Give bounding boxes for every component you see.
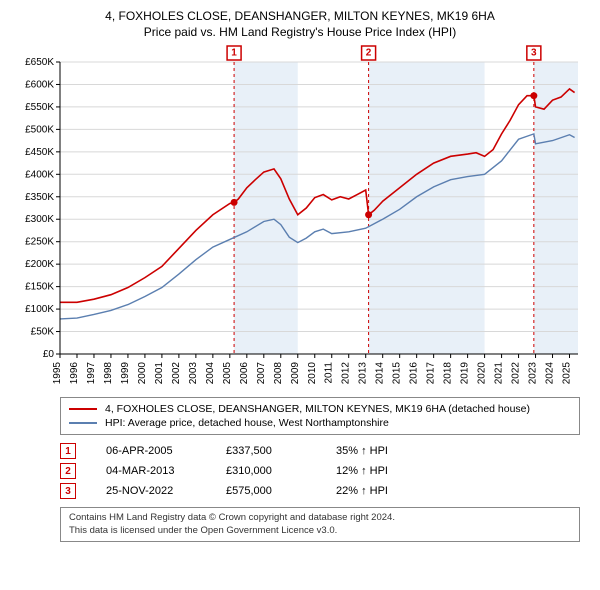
svg-text:2006: 2006 (239, 362, 250, 385)
svg-text:2001: 2001 (154, 362, 165, 385)
svg-text:2010: 2010 (307, 362, 318, 385)
title-subtitle: Price paid vs. HM Land Registry's House … (12, 24, 588, 40)
svg-text:£50K: £50K (31, 327, 55, 338)
svg-text:2: 2 (366, 48, 372, 59)
marker-row: 2 04-MAR-2013 £310,000 12% ↑ HPI (60, 461, 588, 481)
svg-text:£250K: £250K (25, 237, 54, 248)
marker-pct: 22% ↑ HPI (336, 485, 388, 497)
svg-text:2002: 2002 (171, 362, 182, 385)
svg-text:£350K: £350K (25, 192, 54, 203)
svg-text:1998: 1998 (103, 362, 114, 385)
svg-text:2024: 2024 (545, 362, 556, 385)
svg-text:2000: 2000 (137, 362, 148, 385)
legend-label: 4, FOXHOLES CLOSE, DEANSHANGER, MILTON K… (105, 403, 530, 415)
marker-price: £575,000 (226, 485, 306, 497)
svg-text:3: 3 (531, 48, 537, 59)
svg-text:£100K: £100K (25, 304, 54, 315)
svg-text:2021: 2021 (494, 362, 505, 385)
marker-id-box: 1 (60, 443, 76, 459)
marker-price: £310,000 (226, 465, 306, 477)
svg-text:2008: 2008 (273, 362, 284, 385)
attribution: Contains HM Land Registry data © Crown c… (60, 507, 580, 542)
svg-text:2022: 2022 (511, 362, 522, 385)
svg-text:£500K: £500K (25, 125, 54, 136)
svg-text:£150K: £150K (25, 282, 54, 293)
svg-text:2003: 2003 (188, 362, 199, 385)
svg-text:£450K: £450K (25, 147, 54, 158)
legend-item: 4, FOXHOLES CLOSE, DEANSHANGER, MILTON K… (69, 402, 571, 416)
svg-text:£200K: £200K (25, 260, 54, 271)
marker-row: 3 25-NOV-2022 £575,000 22% ↑ HPI (60, 481, 588, 501)
marker-id-box: 3 (60, 483, 76, 499)
svg-text:2023: 2023 (528, 362, 539, 385)
sale-markers: 1 06-APR-2005 £337,500 35% ↑ HPI 2 04-MA… (60, 441, 588, 501)
svg-text:2015: 2015 (392, 362, 403, 385)
svg-text:2017: 2017 (426, 362, 437, 385)
attribution-line: Contains HM Land Registry data © Crown c… (69, 512, 571, 524)
marker-id-box: 2 (60, 463, 76, 479)
svg-text:2013: 2013 (358, 362, 369, 385)
chart-title: 4, FOXHOLES CLOSE, DEANSHANGER, MILTON K… (12, 8, 588, 40)
svg-text:2018: 2018 (443, 362, 454, 385)
svg-text:2025: 2025 (562, 362, 573, 385)
svg-text:2005: 2005 (222, 362, 233, 385)
marker-pct: 12% ↑ HPI (336, 465, 388, 477)
svg-text:2011: 2011 (324, 362, 335, 384)
svg-text:2014: 2014 (375, 362, 386, 385)
svg-text:2016: 2016 (409, 362, 420, 385)
svg-text:2009: 2009 (290, 362, 301, 385)
marker-date: 25-NOV-2022 (106, 485, 196, 497)
attribution-line: This data is licensed under the Open Gov… (69, 525, 571, 537)
legend-item: HPI: Average price, detached house, West… (69, 416, 571, 430)
svg-text:1997: 1997 (86, 362, 97, 385)
legend-swatch (69, 408, 97, 410)
svg-text:2007: 2007 (256, 362, 267, 385)
marker-date: 06-APR-2005 (106, 445, 196, 457)
marker-date: 04-MAR-2013 (106, 465, 196, 477)
svg-text:£600K: £600K (25, 80, 54, 91)
svg-text:1: 1 (231, 48, 237, 59)
svg-text:2020: 2020 (477, 362, 488, 385)
svg-text:2012: 2012 (341, 362, 352, 385)
legend-swatch (69, 422, 97, 424)
svg-text:£650K: £650K (25, 57, 54, 68)
svg-text:1996: 1996 (69, 362, 80, 385)
svg-text:2019: 2019 (460, 362, 471, 385)
chart-svg: £0 £50K £100K £150K £200K £250K £300K £350K £400… (12, 44, 588, 389)
svg-text:1999: 1999 (120, 362, 131, 385)
legend-label: HPI: Average price, detached house, West… (105, 417, 389, 429)
svg-text:£550K: £550K (25, 102, 54, 113)
legend: 4, FOXHOLES CLOSE, DEANSHANGER, MILTON K… (60, 397, 580, 435)
svg-text:£400K: £400K (25, 170, 54, 181)
svg-text:1995: 1995 (52, 362, 63, 385)
marker-pct: 35% ↑ HPI (336, 445, 388, 457)
marker-price: £337,500 (226, 445, 306, 457)
marker-row: 1 06-APR-2005 £337,500 35% ↑ HPI (60, 441, 588, 461)
title-address: 4, FOXHOLES CLOSE, DEANSHANGER, MILTON K… (12, 8, 588, 24)
price-chart: £0 £50K £100K £150K £200K £250K £300K £350K £400… (12, 44, 588, 389)
svg-text:£300K: £300K (25, 215, 54, 226)
svg-text:£0: £0 (43, 349, 55, 360)
svg-text:2004: 2004 (205, 362, 216, 385)
